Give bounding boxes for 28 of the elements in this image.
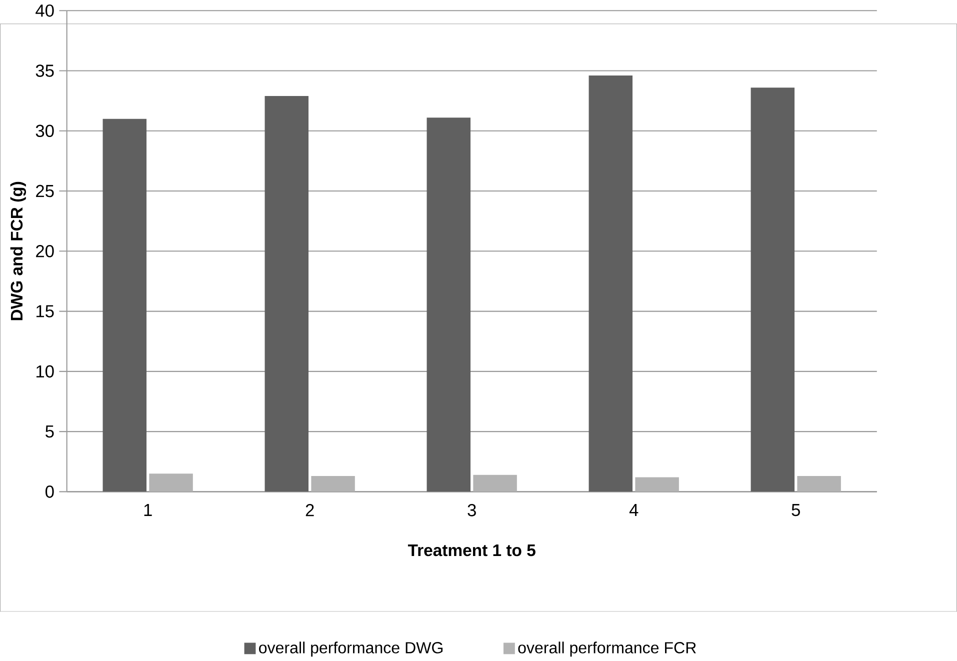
y-tick-label: 30 bbox=[36, 124, 54, 138]
y-tick-label: 25 bbox=[36, 185, 54, 198]
y-tick-label: 0 bbox=[46, 486, 54, 498]
x-tick-label: 1 bbox=[144, 504, 152, 516]
bar bbox=[149, 474, 193, 492]
bar bbox=[588, 76, 633, 492]
bar bbox=[426, 118, 471, 492]
x-tick-label: 4 bbox=[629, 504, 638, 516]
legend-label: overall performance FCR bbox=[518, 642, 696, 657]
x-axis-title: Treatment 1 to 5 bbox=[408, 544, 536, 556]
y-tick-label: 5 bbox=[46, 426, 54, 438]
bar bbox=[750, 88, 795, 492]
bar bbox=[264, 96, 309, 492]
bar bbox=[311, 476, 355, 492]
legend-label: overall performance DWG bbox=[259, 642, 443, 657]
bar bbox=[473, 475, 517, 492]
y-tick-label: 10 bbox=[36, 365, 54, 378]
y-tick-label: 35 bbox=[36, 64, 54, 78]
x-tick-label: 3 bbox=[468, 504, 476, 517]
bar bbox=[797, 476, 841, 492]
x-tick-label: 5 bbox=[792, 504, 800, 516]
y-tick-label: 20 bbox=[36, 245, 54, 258]
x-tick-label: 2 bbox=[306, 504, 314, 516]
y-tick-label: 15 bbox=[36, 305, 54, 318]
y-axis-title: DWG and FCR (g) bbox=[10, 182, 26, 320]
bar bbox=[102, 119, 146, 492]
bar bbox=[635, 477, 679, 492]
y-tick-label: 40 bbox=[36, 4, 54, 17]
